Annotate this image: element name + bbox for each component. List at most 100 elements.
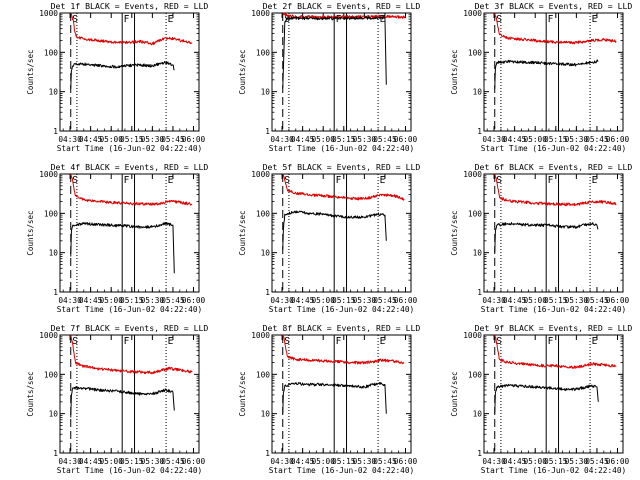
y-axis-label: Counts/sec [238, 49, 247, 94]
y-tick-label: 10 [473, 88, 483, 97]
y-tick-label: 1000 [463, 170, 482, 179]
marker-label: E [168, 336, 174, 347]
y-tick-label: 100 [256, 48, 270, 57]
y-axis-label: Counts/sec [238, 210, 247, 255]
x-tick-label: 04:30 [482, 296, 506, 305]
events-series-line [70, 61, 175, 89]
x-tick-label: 04:30 [270, 457, 294, 466]
x-tick-label: 05:15 [120, 135, 144, 144]
marker-label: F [548, 14, 554, 25]
x-tick-label: 05:45 [373, 457, 397, 466]
y-tick-label: 1000 [251, 331, 270, 340]
x-axis-label: Start Time (16-Jun-02 04:22:40) [57, 144, 203, 153]
panel-title: Det 5f BLACK = Events, RED = LLD [263, 162, 421, 172]
events-series-line [494, 59, 599, 89]
detector-panel-1: Det 1f BLACK = Events, RED = LLD 1 10 100 10… [26, 1, 208, 153]
y-axis-label: Counts/sec [450, 371, 459, 416]
panel-title: Det 6f BLACK = Events, RED = LLD [475, 162, 633, 172]
y-tick-label: 10 [261, 410, 271, 419]
marker-label: E [592, 336, 598, 347]
x-tick-label: 06:00 [182, 135, 206, 144]
y-tick-label: 1 [477, 127, 482, 136]
x-tick-label: 04:45 [291, 296, 315, 305]
x-tick-label: 05:30 [141, 296, 165, 305]
x-tick-label: 06:00 [182, 457, 206, 466]
detector-panel-4: Det 4f BLACK = Events, RED = LLD 1 10 100 10… [26, 162, 208, 314]
plot-frame [59, 173, 200, 293]
plot-frame [59, 334, 200, 454]
y-tick-label: 1 [53, 449, 58, 458]
x-tick-label: 06:00 [182, 296, 206, 305]
marker-label: F [336, 14, 342, 25]
y-tick-label: 1000 [251, 170, 270, 179]
x-axis-label: Start Time (16-Jun-02 04:22:40) [481, 466, 627, 475]
x-tick-label: 04:45 [79, 135, 103, 144]
panel-title: Det 8f BLACK = Events, RED = LLD [263, 323, 421, 333]
panel-title: Det 3f BLACK = Events, RED = LLD [475, 1, 633, 11]
lld-series-line [70, 12, 193, 46]
panel-title: Det 7f BLACK = Events, RED = LLD [51, 323, 209, 333]
x-tick-label: 05:15 [544, 296, 568, 305]
x-tick-label: 04:30 [270, 296, 294, 305]
marker-label: F [336, 175, 342, 186]
plot-frame [271, 12, 412, 132]
x-tick-label: 05:45 [585, 457, 609, 466]
marker-label: E [592, 14, 598, 25]
x-axis-label: Start Time (16-Jun-02 04:22:40) [269, 466, 415, 475]
y-tick-label: 1000 [251, 9, 270, 18]
x-tick-label: 05:45 [373, 135, 397, 144]
x-tick-label: 05:30 [565, 457, 589, 466]
marker-label: S [496, 14, 502, 25]
y-tick-label: 10 [49, 410, 59, 419]
panel-title: Det 4f BLACK = Events, RED = LLD [51, 162, 209, 172]
x-tick-label: 04:30 [482, 135, 506, 144]
y-tick-label: 1 [265, 127, 270, 136]
x-tick-label: 05:15 [120, 457, 144, 466]
x-tick-label: 06:00 [394, 457, 418, 466]
y-tick-label: 100 [468, 48, 482, 57]
x-tick-label: 05:45 [161, 296, 185, 305]
marker-label: F [548, 336, 554, 347]
x-tick-label: 04:30 [58, 296, 82, 305]
plot-frame [483, 173, 624, 293]
y-tick-label: 1 [53, 288, 58, 297]
y-axis-label: Counts/sec [238, 371, 247, 416]
marker-label: F [124, 336, 130, 347]
y-tick-label: 1 [53, 127, 58, 136]
panel-title: Det 9f BLACK = Events, RED = LLD [475, 323, 633, 333]
lld-series-line [494, 334, 617, 370]
y-tick-label: 1 [477, 288, 482, 297]
plot-frame [59, 12, 200, 132]
y-tick-label: 100 [256, 370, 270, 379]
y-tick-label: 100 [256, 209, 270, 218]
x-tick-label: 05:00 [523, 135, 547, 144]
marker-label: E [592, 175, 598, 186]
marker-label: E [168, 175, 174, 186]
x-axis-label: Start Time (16-Jun-02 04:22:40) [269, 305, 415, 314]
x-tick-label: 04:30 [58, 457, 82, 466]
events-series-line [282, 210, 387, 250]
y-axis-label: Counts/sec [450, 49, 459, 94]
detector-panel-3: Det 3f BLACK = Events, RED = LLD 1 10 100 10… [450, 1, 632, 153]
x-tick-label: 04:45 [291, 457, 315, 466]
x-tick-label: 05:15 [332, 296, 356, 305]
marker-label: S [72, 336, 78, 347]
y-tick-label: 10 [261, 88, 271, 97]
plot-frame [271, 173, 412, 293]
marker-label: F [336, 336, 342, 347]
x-tick-label: 04:45 [291, 135, 315, 144]
panel-title: Det 2f BLACK = Events, RED = LLD [263, 1, 421, 11]
events-series-line [70, 386, 175, 418]
y-tick-label: 100 [44, 48, 58, 57]
lld-series-line [70, 173, 193, 206]
detector-panel-7: Det 7f BLACK = Events, RED = LLD 1 10 100 10… [26, 323, 208, 475]
events-series-line [282, 15, 387, 89]
marker-label: S [496, 336, 502, 347]
x-tick-label: 06:00 [394, 296, 418, 305]
y-tick-label: 10 [261, 249, 271, 258]
x-tick-label: 04:45 [503, 296, 527, 305]
x-tick-label: 05:30 [353, 457, 377, 466]
y-tick-label: 100 [468, 209, 482, 218]
detector-panel-2: Det 2f BLACK = Events, RED = LLD 1 10 100 10… [238, 1, 420, 153]
x-tick-label: 05:15 [332, 457, 356, 466]
